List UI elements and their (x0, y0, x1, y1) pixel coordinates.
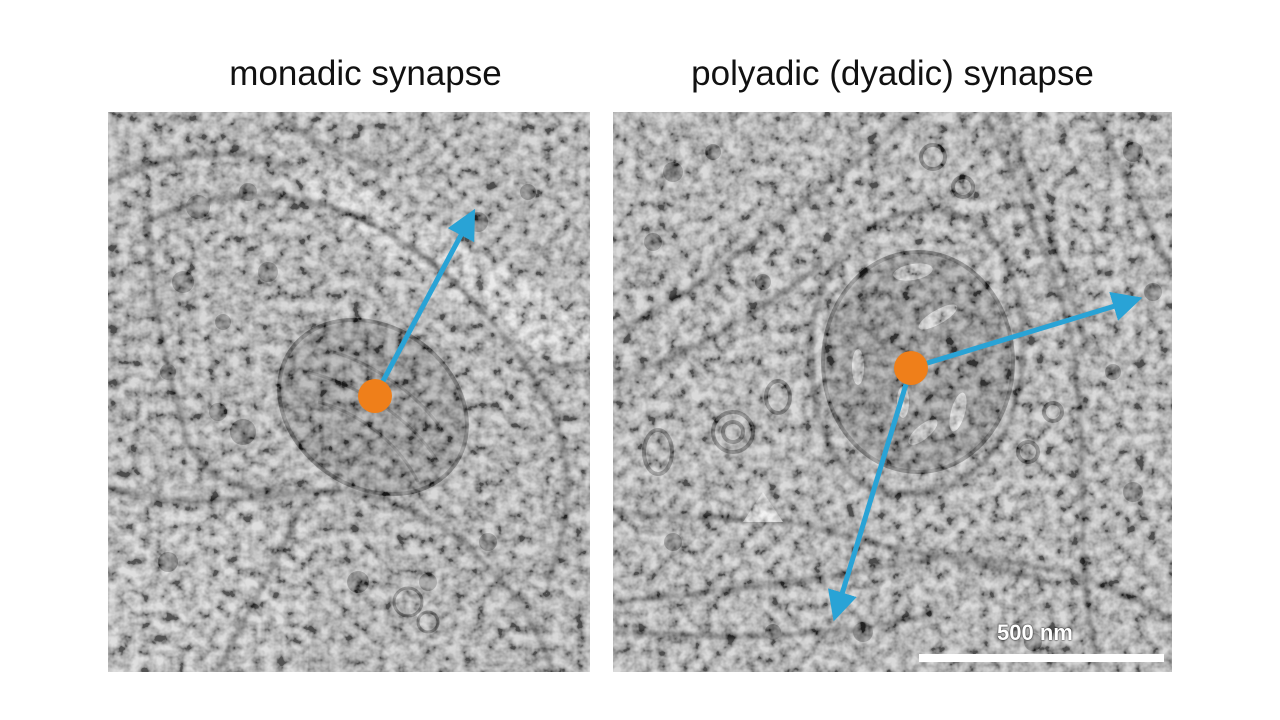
arrow-right-lower (828, 367, 914, 622)
synapse-point-left (358, 379, 392, 413)
synapse-point-right (894, 351, 928, 385)
micrograph-monadic-image (108, 112, 590, 672)
scale-bar (919, 654, 1164, 662)
micrograph-monadic (108, 112, 590, 672)
title-polyadic-synapse: polyadic (dyadic) synapse (691, 54, 1094, 93)
arrow-left (372, 208, 476, 398)
micrograph-polyadic-image (613, 112, 1172, 672)
scale-bar-label: 500 nm (997, 620, 1073, 645)
micrograph-polyadic (613, 112, 1172, 672)
arrow-right-upper (910, 292, 1143, 371)
title-monadic-synapse: monadic synapse (229, 54, 502, 93)
